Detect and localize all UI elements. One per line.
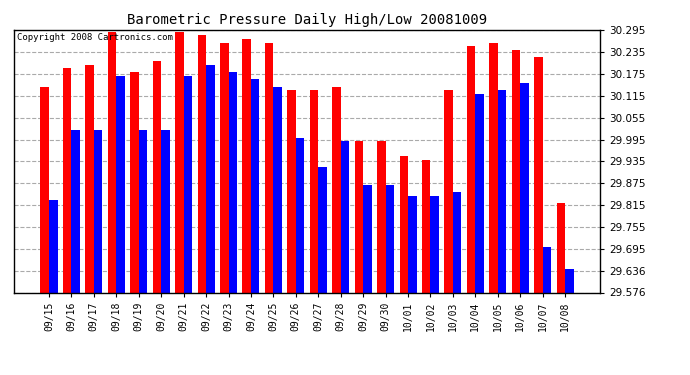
Bar <box>117 76 125 292</box>
Bar <box>512 50 520 292</box>
Bar <box>341 141 349 292</box>
Text: Copyright 2008 Cartronics.com: Copyright 2008 Cartronics.com <box>17 33 172 42</box>
Bar <box>152 61 161 292</box>
Bar <box>355 141 363 292</box>
Bar <box>400 156 408 292</box>
Bar <box>161 130 170 292</box>
Bar <box>287 90 296 292</box>
Bar <box>94 130 102 292</box>
Bar <box>184 76 192 292</box>
Bar <box>228 72 237 292</box>
Bar <box>175 32 184 292</box>
Bar <box>86 64 94 292</box>
Bar <box>251 79 259 292</box>
Bar <box>542 247 551 292</box>
Bar <box>557 203 565 292</box>
Bar <box>197 36 206 292</box>
Bar <box>534 57 542 292</box>
Bar <box>273 87 282 292</box>
Bar <box>408 196 417 292</box>
Bar <box>453 192 462 292</box>
Bar <box>220 43 228 292</box>
Bar <box>444 90 453 292</box>
Bar <box>489 43 497 292</box>
Bar <box>475 94 484 292</box>
Bar <box>108 32 117 292</box>
Bar <box>497 90 506 292</box>
Bar <box>386 185 394 292</box>
Bar <box>41 87 49 292</box>
Bar <box>49 200 57 292</box>
Bar <box>565 269 573 292</box>
Bar <box>72 130 80 292</box>
Bar <box>363 185 372 292</box>
Bar <box>265 43 273 292</box>
Bar <box>520 83 529 292</box>
Bar <box>377 141 386 292</box>
Bar <box>467 46 475 292</box>
Bar <box>296 138 304 292</box>
Title: Barometric Pressure Daily High/Low 20081009: Barometric Pressure Daily High/Low 20081… <box>127 13 487 27</box>
Bar <box>242 39 251 292</box>
Bar <box>310 90 318 292</box>
Bar <box>332 87 341 292</box>
Bar <box>63 68 72 292</box>
Bar <box>206 64 215 292</box>
Bar <box>139 130 147 292</box>
Bar <box>431 196 439 292</box>
Bar <box>130 72 139 292</box>
Bar <box>422 160 431 292</box>
Bar <box>318 167 327 292</box>
